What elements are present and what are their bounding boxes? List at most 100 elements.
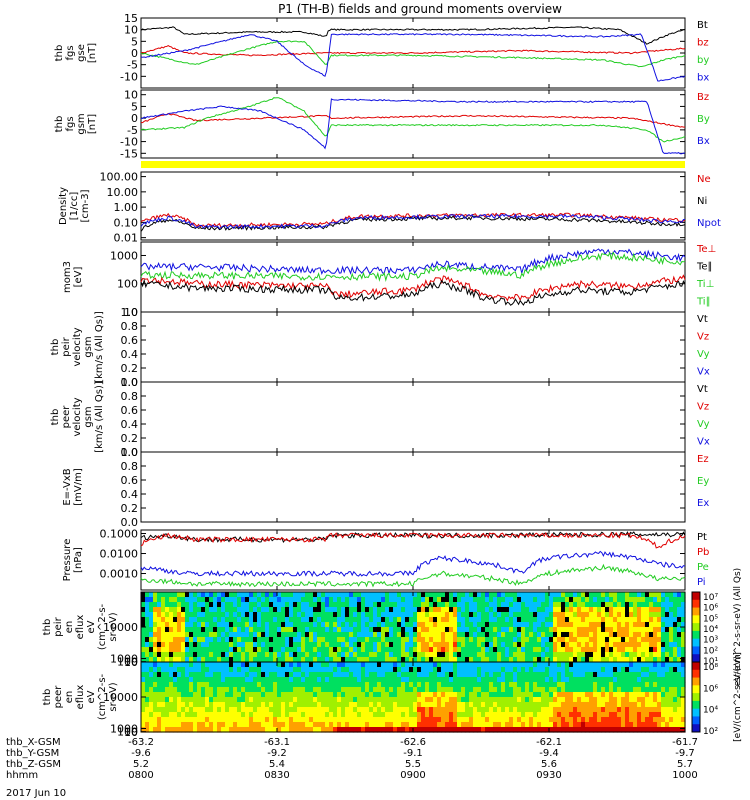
spectrogram-cell (333, 717, 338, 723)
spectrogram-cell (633, 672, 638, 678)
spectrogram-cell (529, 592, 534, 598)
spectrogram-cell (385, 612, 390, 618)
spectrogram-cell (501, 722, 506, 728)
spectrogram-cell (565, 717, 570, 723)
colorbar-swatch (692, 708, 700, 717)
spectrogram-cell (309, 602, 314, 608)
spectrogram-cell (177, 717, 182, 723)
spectrogram-cell (241, 697, 246, 703)
spectrogram-cell (401, 717, 406, 723)
spectrogram-cell (189, 697, 194, 703)
spectrogram-cell (489, 627, 494, 633)
spectrogram-cell (453, 672, 458, 678)
spectrogram-cell (561, 597, 566, 603)
spectrogram-cell (401, 687, 406, 693)
spectrogram-cell (425, 697, 430, 703)
spectrogram-cell (269, 652, 274, 658)
spectrogram-cell (293, 667, 298, 673)
spectrogram-cell (605, 632, 610, 638)
spectrogram-cell (593, 672, 598, 678)
spectrogram-cell (613, 627, 618, 633)
spectrogram-cell (469, 612, 474, 618)
spectrogram-cell (289, 707, 294, 713)
spectrogram-cell (181, 682, 186, 688)
spectrogram-cell (325, 607, 330, 613)
spectrogram-cell (605, 697, 610, 703)
spectrogram-cell (589, 717, 594, 723)
spectrogram-cell (489, 647, 494, 653)
spectrogram-cell (601, 667, 606, 673)
spectrogram-cell (641, 702, 646, 708)
spectrogram-cell (545, 622, 550, 628)
spectrogram-cell (605, 682, 610, 688)
spectrogram-cell (533, 652, 538, 658)
spectrogram-cell (609, 627, 614, 633)
spectrogram-cell (613, 652, 618, 658)
spectrogram-cell (649, 637, 654, 643)
spectrogram-cell (481, 667, 486, 673)
spectrogram-cell (437, 657, 442, 663)
spectrogram-cell (225, 697, 230, 703)
spectrogram-cell (517, 592, 522, 598)
spectrogram-cell (501, 657, 506, 663)
spectrogram-cell (577, 592, 582, 598)
spectrogram-cell (341, 647, 346, 653)
spectrogram-cell (609, 637, 614, 643)
spectrogram-cell (413, 632, 418, 638)
spectrogram-cell (313, 647, 318, 653)
spectrogram-cell (617, 597, 622, 603)
spectrogram-cell (597, 652, 602, 658)
spectrogram-cell (589, 642, 594, 648)
spectrogram-cell (333, 657, 338, 663)
spectrogram-cell (293, 627, 298, 633)
spectrogram-cell (413, 602, 418, 608)
spectrogram-cell (649, 672, 654, 678)
y-tick-label: 10000 (103, 621, 138, 634)
spectrogram-cell (609, 677, 614, 683)
spectrogram-cell (245, 702, 250, 708)
spectrogram-cell (229, 602, 234, 608)
spectrogram-cell (513, 712, 518, 718)
spectrogram-cell (525, 617, 530, 623)
spectrogram-cell (237, 717, 242, 723)
spectrogram-cell (549, 692, 554, 698)
spectrogram-cell (393, 672, 398, 678)
spectrogram-cell (521, 677, 526, 683)
spectrogram-cell (181, 627, 186, 633)
spectrogram-cell (341, 677, 346, 683)
spectrogram-cell (253, 617, 258, 623)
spectrogram-cell (601, 677, 606, 683)
spectrogram-cell (169, 702, 174, 708)
spectrogram-cell (573, 697, 578, 703)
spectrogram-cell (557, 602, 562, 608)
spectrogram-cell (481, 672, 486, 678)
spectrogram-cell (205, 707, 210, 713)
spectrogram-cell (417, 727, 422, 733)
spectrogram-cell (397, 662, 402, 668)
spectrogram-cell (669, 662, 674, 668)
spectrogram-cell (265, 637, 270, 643)
spectrogram-cell (665, 717, 670, 723)
spectrogram-cell (677, 622, 682, 628)
spectrogram-cell (281, 652, 286, 658)
spectrogram-cell (597, 662, 602, 668)
y-tick-label: 0.2 (121, 502, 139, 515)
spectrogram-cell (409, 727, 414, 733)
spectrogram-cell (401, 602, 406, 608)
spectrogram-cell (349, 687, 354, 693)
spectrogram-cell (393, 727, 398, 733)
spectrogram-cell (493, 607, 498, 613)
spectrogram-cell (513, 652, 518, 658)
spectrogram-cell (561, 632, 566, 638)
spectrogram-cell (545, 672, 550, 678)
spectrogram-cell (513, 607, 518, 613)
spectrogram-cell (557, 717, 562, 723)
spectrogram-cell (309, 707, 314, 713)
spectrogram-cell (393, 682, 398, 688)
spectrogram-cell (453, 612, 458, 618)
spectrogram-cell (141, 687, 146, 693)
spectrogram-cell (193, 627, 198, 633)
spectrogram-cell (245, 657, 250, 663)
spectrogram-cell (373, 687, 378, 693)
spectrogram-cell (269, 602, 274, 608)
